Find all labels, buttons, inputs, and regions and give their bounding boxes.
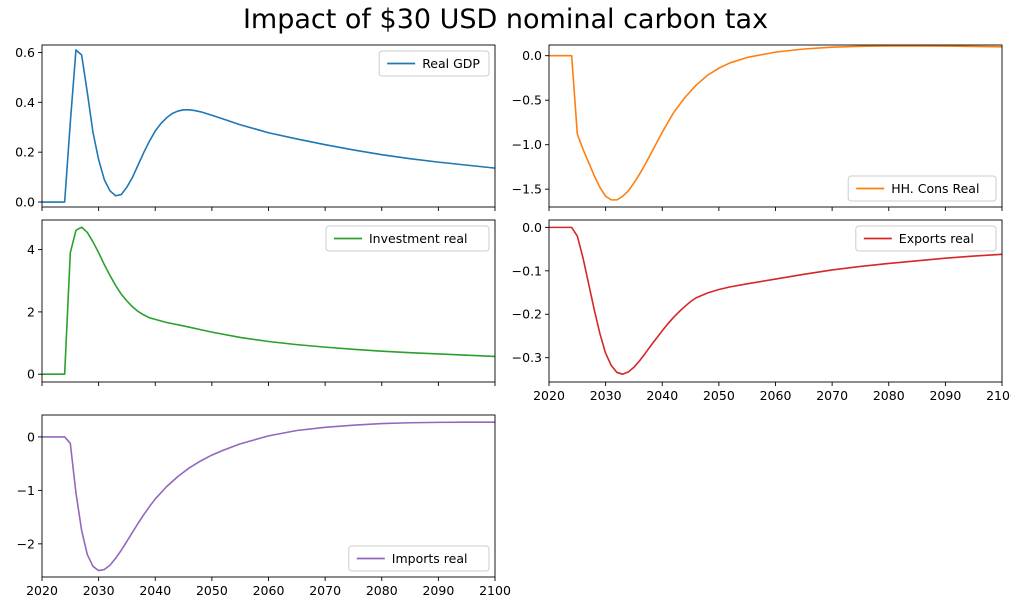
x-tick-label: 2080 xyxy=(366,583,398,598)
y-tick-label: 0.0 xyxy=(522,220,542,235)
legend: Investment real xyxy=(325,225,490,252)
y-tick-label: −0.2 xyxy=(512,307,542,322)
legend-box xyxy=(855,225,997,252)
y-tick-label: −0.1 xyxy=(512,263,542,278)
y-tick-label: 2 xyxy=(27,304,35,319)
x-tick-label: 2100 xyxy=(479,583,511,598)
y-tick-label: 0.6 xyxy=(15,45,35,60)
legend-box xyxy=(378,50,490,77)
legend-label: Exports real xyxy=(899,231,974,246)
legend-box xyxy=(325,225,490,252)
x-tick-label: 2060 xyxy=(253,583,285,598)
legend: HH. Cons Real xyxy=(847,175,997,202)
legend-label: Imports real xyxy=(392,551,468,566)
legend-label: Real GDP xyxy=(422,56,480,71)
x-tick-label: 2030 xyxy=(590,388,622,403)
subplot-1: 0.0 0.2 0.4 0.6 Real GDP xyxy=(15,44,496,211)
series-line-1 xyxy=(549,45,1003,201)
legend: Real GDP xyxy=(378,50,490,77)
y-tick-label: −1.5 xyxy=(512,182,542,197)
subplot-4: 2020 2030 2040 2050 2060 2070 2080 2090 2100 0.0 −… xyxy=(512,219,1011,403)
subplot-2: 0.0 −0.5 −1.0 −1.5 HH. Cons Real xyxy=(512,44,1003,211)
x-tick-label: 2020 xyxy=(533,388,565,403)
y-tick-label: 0.2 xyxy=(15,145,35,160)
y-tick-label: 0.0 xyxy=(522,48,542,63)
series-line-1 xyxy=(42,49,496,203)
figure-title: Impact of $30 USD nominal carbon tax xyxy=(242,4,769,35)
x-tick-label: 2060 xyxy=(760,388,792,403)
legend-box xyxy=(348,545,490,572)
subplot-3: 0 2 4 Investment real xyxy=(27,219,496,386)
x-tick-label: 2030 xyxy=(83,583,115,598)
legend-label: Investment real xyxy=(369,231,467,246)
series-line-1 xyxy=(42,226,496,376)
x-tick-label: 2100 xyxy=(986,388,1011,403)
legend: Imports real xyxy=(348,545,490,572)
legend: Exports real xyxy=(855,225,997,252)
x-tick-label: 2050 xyxy=(196,583,228,598)
x-tick-label: 2090 xyxy=(929,388,961,403)
y-tick-label: −2 xyxy=(17,536,35,551)
legend-box xyxy=(847,175,997,202)
x-tick-label: 2050 xyxy=(703,388,735,403)
x-tick-label: 2040 xyxy=(139,583,171,598)
y-tick-label: −0.3 xyxy=(512,350,542,365)
y-tick-label: 0 xyxy=(27,429,35,444)
series-line-1 xyxy=(42,421,495,572)
x-tick-label: 2070 xyxy=(309,583,341,598)
x-tick-label: 2040 xyxy=(646,388,678,403)
y-tick-label: −1.0 xyxy=(512,137,542,152)
subplot-5: 2020 2030 2040 2050 2060 2070 2080 2090 2100 0 −1 −… xyxy=(17,414,511,598)
y-tick-label: 0.0 xyxy=(15,195,35,210)
series-line-1 xyxy=(549,226,1003,375)
y-tick-label: −0.5 xyxy=(512,93,542,108)
x-tick-label: 2080 xyxy=(873,388,905,403)
x-tick-label: 2090 xyxy=(422,583,454,598)
y-tick-label: −1 xyxy=(17,483,35,498)
y-tick-label: 4 xyxy=(27,242,35,257)
legend-label: HH. Cons Real xyxy=(891,181,979,196)
x-tick-label: 2070 xyxy=(816,388,848,403)
y-tick-label: 0.4 xyxy=(15,95,35,110)
x-tick-label: 2020 xyxy=(26,583,58,598)
y-tick-label: 0 xyxy=(27,367,35,382)
